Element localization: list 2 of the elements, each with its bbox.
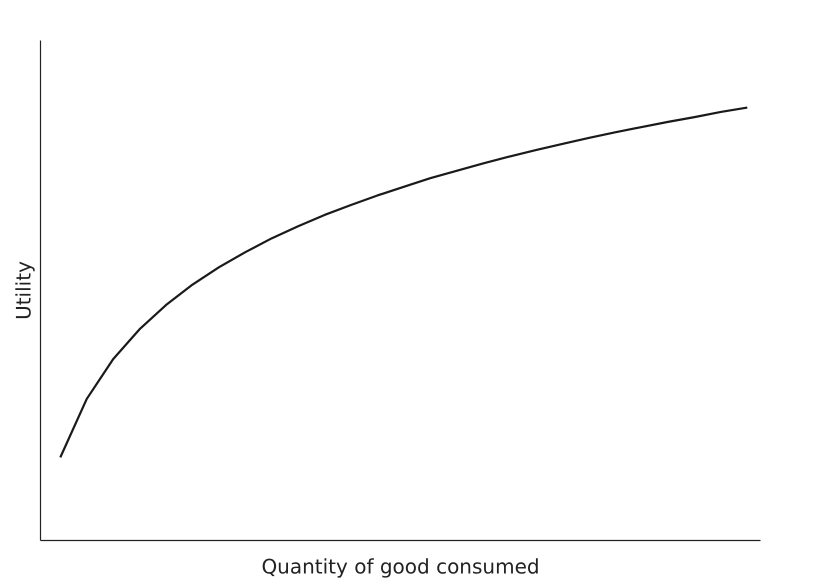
x-axis-title: Quantity of good consumed — [261, 554, 540, 578]
y-axis-title: Utility — [12, 260, 36, 320]
